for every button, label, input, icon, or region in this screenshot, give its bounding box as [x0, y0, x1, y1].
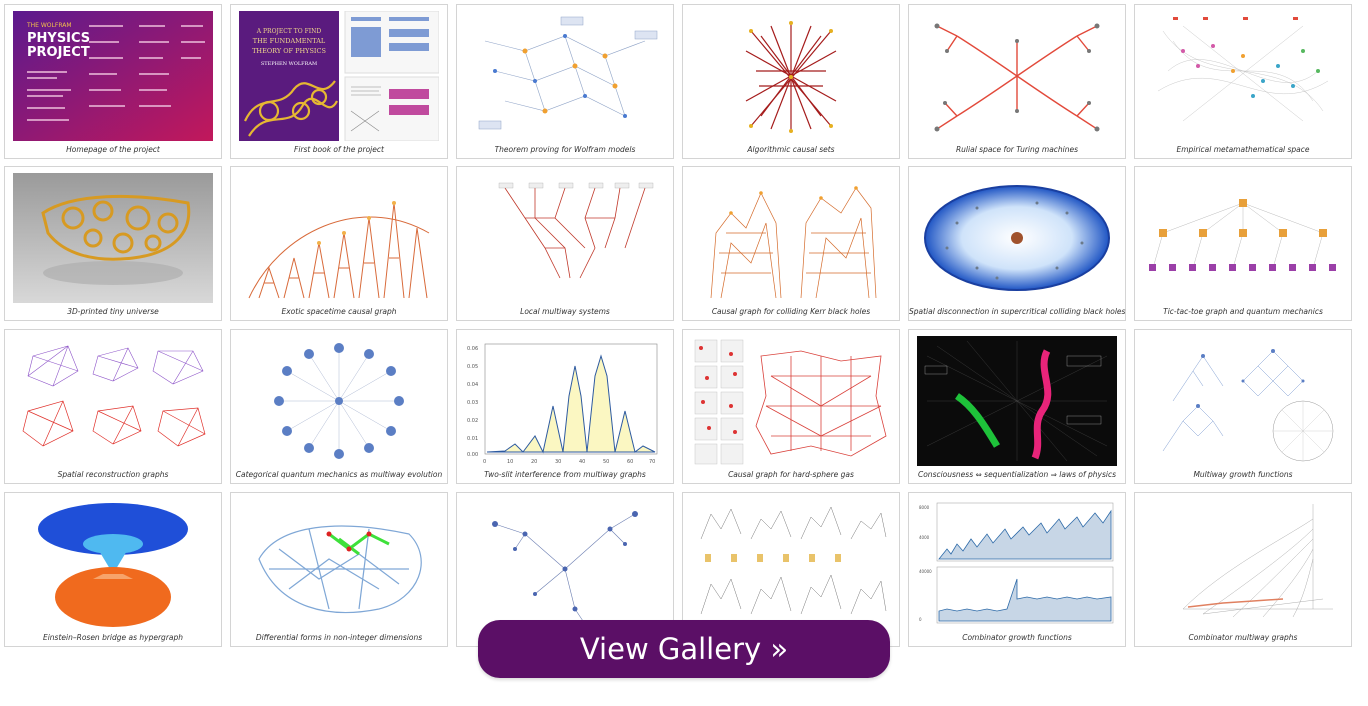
card-caption: Categorical quantum mechanics as multiwa… [235, 470, 443, 479]
thumbnail-image [13, 499, 213, 629]
gallery-card-3d-printed[interactable]: 3D-printed tiny universe [4, 166, 222, 321]
gallery-card-homepage[interactable]: THE WOLFRAM PHYSICS PROJECT Homepage of … [4, 4, 222, 159]
thumbnail-image [239, 336, 439, 466]
thumbnail-image [13, 336, 213, 466]
svg-text:20: 20 [531, 459, 537, 465]
card-caption: 3D-printed tiny universe [67, 307, 159, 316]
thumbnail-image [239, 499, 439, 629]
card-caption: Algorithmic causal sets [747, 145, 835, 154]
card-caption: Homepage of the project [66, 145, 160, 154]
svg-text:10: 10 [507, 459, 513, 465]
gallery-card-kerr-black-holes[interactable]: Causal graph for colliding Kerr black ho… [682, 166, 900, 321]
thumbnail-image: 0.06 0.05 0.04 0.03 0.02 0.01 0.00 0 10 20 30 40 50… [465, 336, 665, 466]
thumbnail-image: A PROJECT TO FIND THE FUNDAMENTAL THEORY… [239, 11, 439, 141]
thumbnail-image [691, 499, 891, 629]
card-caption: Theorem proving for Wolfram models [494, 145, 636, 154]
thumbnail-image [1143, 11, 1343, 141]
book-author: STEPHEN WOLFRAM [261, 61, 317, 67]
book-title: A PROJECT TO FIND [256, 28, 322, 35]
card-caption: Two-slit interference from multiway grap… [484, 470, 646, 479]
card-caption: Causal graph for hard-sphere gas [728, 470, 854, 479]
thumbnail-image [917, 173, 1117, 303]
card-caption: Empirical metamathematical space [1176, 145, 1310, 154]
gallery-card-combinator-multiway[interactable]: Combinator multiway graphs [1134, 492, 1352, 647]
card-caption: Causal graph for colliding Kerr black ho… [711, 307, 871, 316]
svg-text:70: 70 [649, 459, 655, 465]
card-caption: Local multiway systems [520, 307, 610, 316]
thumbnail-image: THE WOLFRAM PHYSICS PROJECT [13, 11, 213, 141]
gallery-card-theorem-proving[interactable]: Theorem proving for Wolfram models [456, 4, 674, 159]
card-caption: Spatial disconnection in supercritical c… [909, 307, 1126, 316]
thumbnail-image [13, 173, 213, 303]
card-caption: Einstein–Rosen bridge as hypergraph [42, 633, 184, 642]
view-gallery-button[interactable]: View Gallery » [478, 620, 890, 678]
svg-text:0.06: 0.06 [467, 346, 478, 352]
gallery-card-categorical-quantum[interactable]: Categorical quantum mechanics as multiwa… [230, 329, 448, 484]
svg-text:30: 30 [555, 459, 561, 465]
thumbnail-image [691, 173, 891, 303]
gallery-card-two-slit[interactable]: 0.06 0.05 0.04 0.03 0.02 0.01 0.00 0 10 20 30 40 50… [456, 329, 674, 484]
cover-title: PROJECT [27, 45, 90, 60]
cover-title: PHYSICS [27, 31, 90, 46]
card-caption: Differential forms in non-integer dimens… [255, 633, 423, 642]
card-caption: Combinator multiway graphs [1188, 633, 1298, 642]
gallery-card-spatial-reconstruction[interactable]: Spatial reconstruction graphs [4, 329, 222, 484]
thumbnail-image [1143, 499, 1343, 629]
card-caption: Spatial reconstruction graphs [57, 470, 169, 479]
book-title: THEORY OF PHYSICS [252, 47, 326, 55]
gallery-card-causal-sets[interactable]: Algorithmic causal sets [682, 4, 900, 159]
card-caption: Combinator growth functions [962, 633, 1072, 642]
gallery-card-einstein-rosen[interactable]: Einstein–Rosen bridge as hypergraph [4, 492, 222, 647]
thumbnail-image [465, 173, 665, 303]
gallery-card-rulial-space[interactable]: Rulial space for Turing machines [908, 4, 1126, 159]
gallery-card-first-book[interactable]: A PROJECT TO FIND THE FUNDAMENTAL THEORY… [230, 4, 448, 159]
svg-text:40: 40 [579, 459, 585, 465]
thumbnail-image [917, 336, 1117, 466]
gallery-card-supercritical-black-holes[interactable]: Spatial disconnection in supercritical c… [908, 166, 1126, 321]
gallery-card-exotic-spacetime[interactable]: Exotic spacetime causal graph [230, 166, 448, 321]
svg-text:0.03: 0.03 [467, 400, 478, 406]
thumbnail-image [1143, 173, 1343, 303]
svg-text:0.02: 0.02 [467, 418, 478, 424]
thumbnail-image [465, 499, 665, 629]
gallery-card-differential-forms[interactable]: Differential forms in non-integer dimens… [230, 492, 448, 647]
svg-text:60: 60 [627, 459, 633, 465]
gallery-card-metamathematical[interactable]: Empirical metamathematical space [1134, 4, 1352, 159]
svg-text:0.01: 0.01 [467, 436, 478, 442]
card-caption: Exotic spacetime causal graph [281, 307, 397, 316]
gallery-card-local-multiway[interactable]: Local multiway systems [456, 166, 674, 321]
thumbnail-image [1143, 336, 1343, 466]
cover-label: THE WOLFRAM [26, 22, 72, 29]
gallery-card-consciousness[interactable]: Consciousness ⇔ sequentialization ⇒ laws… [908, 329, 1126, 484]
svg-text:40000: 40000 [919, 569, 932, 574]
gallery-card-combinator-growth[interactable]: 8000 4000 40000 0 Combinator growth functio… [908, 492, 1126, 647]
svg-text:0.05: 0.05 [467, 364, 478, 370]
gallery-card-multiway-growth[interactable]: Multiway growth functions [1134, 329, 1352, 484]
thumbnail-image: 8000 4000 40000 0 [917, 499, 1117, 629]
thumbnail-image [917, 11, 1117, 141]
card-caption: Tic-tac-toe graph and quantum mechanics [1163, 307, 1323, 316]
card-caption: First book of the project [294, 145, 384, 154]
gallery-card-hard-sphere-gas[interactable]: Causal graph for hard-sphere gas [682, 329, 900, 484]
svg-text:0: 0 [919, 617, 922, 622]
gallery-card-tic-tac-toe[interactable]: Tic-tac-toe graph and quantum mechanics [1134, 166, 1352, 321]
thumbnail-image [239, 173, 439, 303]
svg-text:0.00: 0.00 [467, 452, 478, 458]
card-caption: Multiway growth functions [1193, 470, 1293, 479]
thumbnail-image [691, 336, 891, 466]
thumbnail-image [465, 11, 665, 141]
svg-text:4000: 4000 [919, 535, 930, 540]
card-caption: Consciousness ⇔ sequentialization ⇒ laws… [917, 470, 1116, 479]
thumbnail-image [691, 11, 891, 141]
svg-text:0: 0 [483, 459, 486, 465]
book-title: THE FUNDAMENTAL [253, 37, 326, 45]
svg-text:50: 50 [603, 459, 609, 465]
svg-text:8000: 8000 [919, 505, 930, 510]
card-caption: Rulial space for Turing machines [955, 145, 1079, 154]
svg-text:0.04: 0.04 [467, 382, 478, 388]
